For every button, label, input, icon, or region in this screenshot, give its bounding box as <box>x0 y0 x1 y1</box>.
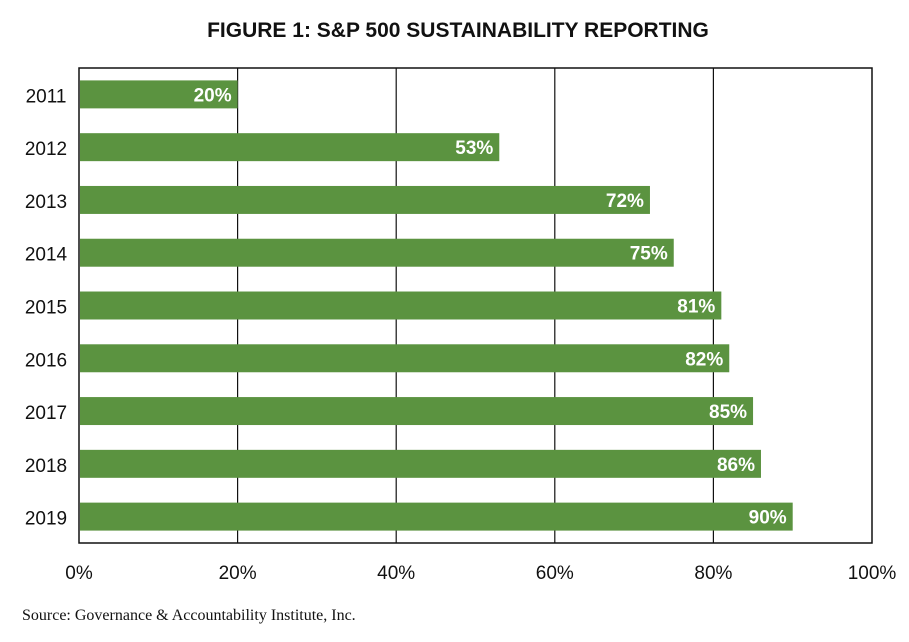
category-label: 2011 <box>26 86 67 107</box>
data-label: 86% <box>717 455 755 476</box>
bar <box>80 133 500 162</box>
source-note: Source: Governance & Accountability Inst… <box>22 607 356 624</box>
x-tick-label: 60% <box>536 563 574 584</box>
x-tick-label: 100% <box>848 563 897 584</box>
x-tick-labels: 0% 20% 40% 60% 80% 100% <box>65 563 896 584</box>
category-label: 2017 <box>25 403 67 424</box>
data-label: 85% <box>709 402 747 423</box>
category-label: 2013 <box>25 192 67 213</box>
data-label: 75% <box>630 244 668 265</box>
bar <box>80 185 650 214</box>
chart-title: FIGURE 1: S&P 500 SUSTAINABILITY REPORTI… <box>207 19 709 42</box>
bar <box>80 449 761 478</box>
data-label: 90% <box>749 508 787 529</box>
category-labels: 2011 2012 2013 2014 2015 2016 2017 2018 2019 <box>25 86 68 529</box>
category-label: 2015 <box>25 298 67 319</box>
data-label: 53% <box>455 138 493 159</box>
bar <box>80 291 722 320</box>
category-label: 2014 <box>25 245 68 266</box>
bar <box>80 344 730 373</box>
bar <box>80 502 793 531</box>
data-label: 20% <box>194 85 232 106</box>
data-label: 81% <box>677 297 715 318</box>
bar <box>80 238 674 267</box>
x-tick-label: 40% <box>377 563 415 584</box>
bar <box>80 397 754 426</box>
category-label: 2018 <box>25 456 67 477</box>
bar <box>80 80 238 109</box>
data-label: 72% <box>606 191 644 212</box>
x-tick-label: 0% <box>65 563 93 584</box>
data-label: 82% <box>685 349 723 370</box>
category-label: 2012 <box>25 139 67 160</box>
x-tick-label: 20% <box>219 563 257 584</box>
bars: 20% 53% 72% 75% 81% 82% 85% 86% 90% <box>80 80 793 531</box>
x-tick-label: 80% <box>694 563 732 584</box>
category-label: 2019 <box>25 509 67 530</box>
category-label: 2016 <box>25 350 67 371</box>
plot-frame <box>78 67 873 544</box>
